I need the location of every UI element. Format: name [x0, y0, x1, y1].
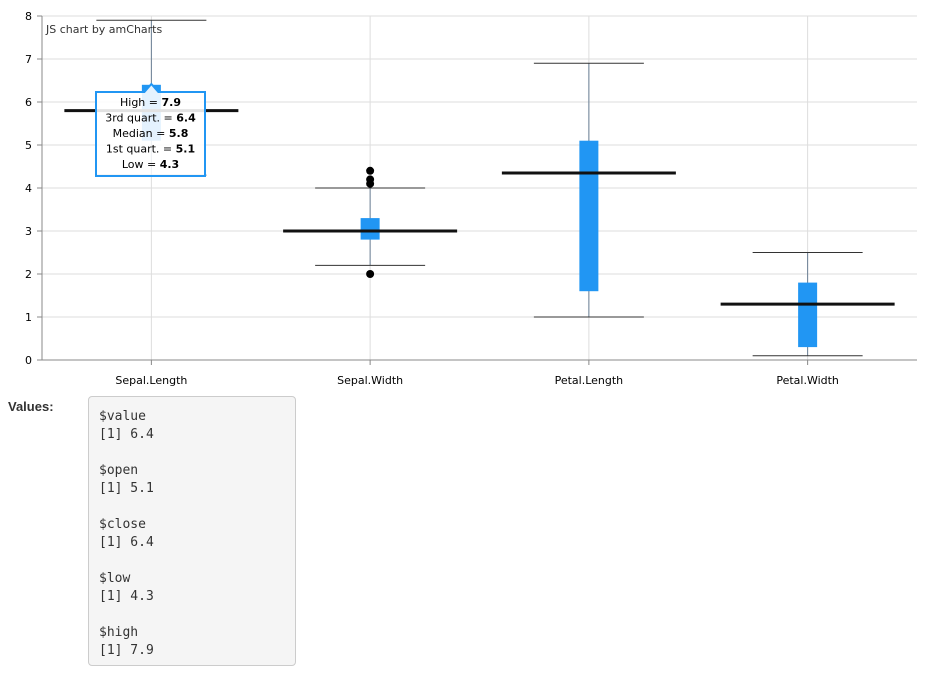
- y-tick-label: 6: [25, 96, 32, 109]
- box-iqr: [360, 218, 380, 240]
- boxplot-chart: 0 1 2 3 4 5 6 7 8 Sepal.Length Sepal.Width Petal.Le…: [25, 10, 917, 387]
- tooltip-line: Low = 4.3: [122, 158, 179, 171]
- y-tick-label: 4: [25, 182, 32, 195]
- tooltip-line-value: 4.3: [160, 158, 180, 171]
- x-tick-label: Petal.Length: [555, 374, 624, 387]
- y-tick-label: 0: [25, 354, 32, 367]
- tooltip-box: [95, 82, 206, 177]
- values-entry: $open [1] 5.1: [99, 463, 154, 496]
- tooltip: High = 7.9 3rd quart. = 6.4 Median = 5.8 1s…: [95, 82, 206, 177]
- tooltip-line-label: Median =: [113, 127, 169, 140]
- tooltip-line: 3rd quart. = 6.4: [105, 112, 196, 125]
- values-entry: $close [1] 6.4: [99, 517, 154, 550]
- tooltip-line-value: 5.8: [169, 127, 189, 140]
- outlier-point: [366, 175, 375, 184]
- tooltip-line-label: High =: [120, 96, 162, 109]
- outlier-point: [366, 166, 375, 175]
- tooltip-line: Median = 5.8: [113, 127, 189, 140]
- values-entry: $value [1] 6.4: [99, 409, 154, 442]
- tooltip-line-label: 3rd quart. =: [105, 112, 176, 125]
- y-tick-label: 8: [25, 10, 32, 23]
- y-tick-label: 2: [25, 268, 32, 281]
- x-tick-label: Petal.Width: [776, 374, 839, 387]
- y-tick-label: 5: [25, 139, 32, 152]
- y-tick-label: 3: [25, 225, 32, 238]
- chart-credit[interactable]: JS chart by amCharts: [45, 23, 162, 36]
- tooltip-line-value: 5.1: [176, 143, 196, 156]
- tooltip-line-value: 7.9: [162, 96, 182, 109]
- values-entry: $low [1] 4.3: [99, 571, 154, 604]
- values-output-box: $value [1] 6.4 $open [1] 5.1 $close [1] 6.…: [88, 396, 296, 666]
- y-tick-label: 1: [25, 311, 32, 324]
- y-tick-label: 7: [25, 53, 32, 66]
- tooltip-line-label: 1st quart. =: [106, 143, 176, 156]
- box-iqr: [798, 282, 818, 348]
- grid-layer: [42, 15, 917, 361]
- x-tick-label: Sepal.Width: [337, 374, 403, 387]
- values-entry: $high [1] 7.9: [99, 625, 154, 658]
- tooltip-line-value: 6.4: [176, 112, 196, 125]
- box-iqr: [579, 140, 599, 292]
- x-tick-label: Sepal.Length: [115, 374, 187, 387]
- tooltip-line-label: Low =: [122, 158, 160, 171]
- outlier-point: [366, 270, 375, 278]
- tooltip-line: High = 7.9: [120, 96, 181, 109]
- values-label: Values:: [8, 399, 54, 414]
- axis-layer: 0 1 2 3 4 5 6 7 8 Sepal.Length Sepal.Width Petal.Le…: [25, 10, 917, 387]
- tooltip-line: 1st quart. = 5.1: [106, 143, 195, 156]
